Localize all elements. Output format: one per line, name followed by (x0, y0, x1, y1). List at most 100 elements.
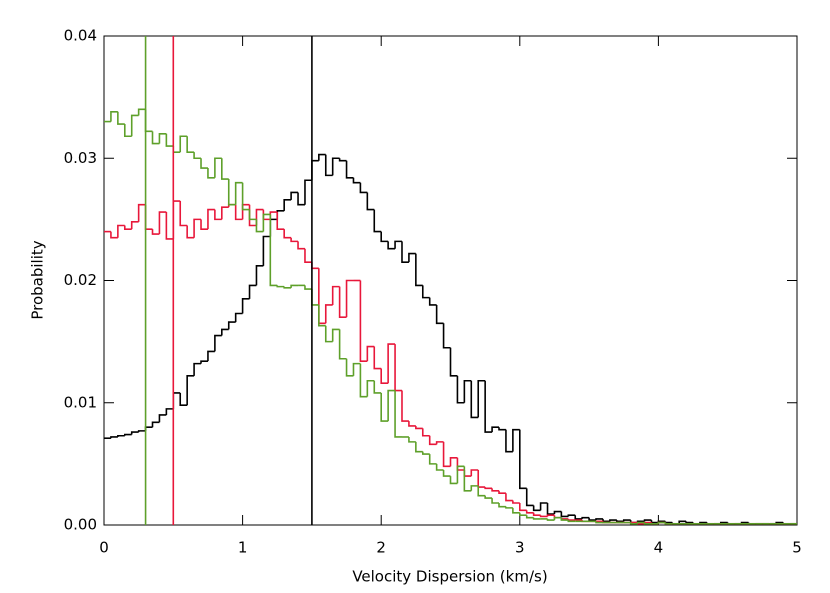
x-tick-label: 1 (238, 539, 248, 557)
histogram-step (331, 285, 340, 305)
histogram-step (234, 312, 243, 323)
histogram-step (311, 159, 319, 181)
histogram-step (685, 521, 694, 524)
histogram-step (498, 502, 506, 508)
histogram-step (318, 153, 326, 161)
histogram-step (179, 135, 188, 153)
histogram-step (456, 457, 465, 471)
histogram-step (304, 285, 312, 290)
histogram-step (193, 218, 202, 238)
histogram-step (657, 521, 666, 524)
histogram-step (144, 109, 153, 133)
histogram-step (290, 284, 299, 288)
histogram-step (234, 204, 243, 221)
histogram-step (421, 428, 430, 437)
histogram-step (539, 502, 548, 511)
histogram-step (512, 507, 520, 514)
histogram-step (449, 456, 458, 467)
histogram-step (269, 218, 278, 237)
histogram-step (221, 328, 229, 336)
histogram-step (338, 329, 347, 360)
histogram-step (560, 517, 569, 520)
histogram-step (532, 517, 541, 520)
y-tick-label: 0.01 (64, 393, 97, 411)
histogram-step (401, 390, 409, 422)
histogram-step (387, 389, 396, 422)
histogram-step (595, 521, 603, 524)
histogram-step (241, 298, 250, 314)
histogram-step (428, 435, 437, 446)
histogram-step (477, 379, 486, 418)
histogram-step (380, 392, 389, 422)
histogram-step (276, 212, 285, 230)
histogram-step (144, 426, 153, 431)
histogram-step (207, 350, 215, 362)
histogram-step (602, 518, 610, 523)
histogram-step (318, 304, 326, 327)
histogram-step (519, 512, 527, 517)
histogram-step (546, 518, 555, 521)
histogram-step (408, 252, 416, 263)
histogram-step (117, 434, 125, 437)
histogram-step (442, 323, 451, 349)
histogram-step (505, 493, 513, 502)
histogram-step (130, 221, 139, 230)
histogram-step (123, 433, 132, 436)
histogram-step (581, 516, 590, 519)
histogram-step (158, 414, 167, 423)
histogram-step (456, 465, 465, 484)
histogram-step (442, 441, 451, 468)
histogram-step (366, 379, 375, 397)
histogram-step (366, 345, 375, 362)
histogram-step (290, 191, 299, 200)
histogram-step (144, 204, 153, 230)
histogram-step (484, 495, 493, 499)
histogram-step (200, 219, 208, 230)
histogram-step (172, 146, 181, 153)
histogram-step (574, 515, 583, 520)
histogram-step (415, 425, 423, 430)
histogram-step (560, 517, 569, 521)
histogram-step (532, 512, 541, 517)
histogram-step (408, 436, 416, 443)
histogram-step (117, 224, 125, 238)
histogram-step (498, 490, 506, 495)
histogram-step (283, 199, 292, 211)
histogram-step (387, 343, 396, 384)
histogram-step (491, 426, 500, 433)
plot-frame (103, 35, 798, 526)
histogram-step (470, 380, 479, 419)
histogram-step (227, 321, 236, 330)
histogram-step (276, 285, 285, 288)
histogram-step (394, 240, 402, 249)
histogram-step (463, 469, 472, 477)
histogram-step (525, 510, 534, 514)
histogram-step (137, 430, 146, 433)
y-tick-label: 0.03 (64, 149, 97, 167)
histogram-step (387, 241, 396, 250)
histogram-step (456, 375, 465, 404)
histogram-step (283, 286, 292, 289)
histogram-step (207, 208, 215, 230)
histogram-step (373, 380, 382, 394)
histogram-step (567, 518, 576, 521)
histogram-step (110, 436, 118, 439)
histogram-step (366, 192, 375, 211)
histogram-step (200, 360, 208, 364)
histogram-step (643, 519, 652, 522)
histogram-step (255, 208, 264, 226)
histogram-step (137, 108, 146, 116)
histogram-step (255, 265, 264, 286)
histogram-step (172, 392, 181, 409)
histogram-step (484, 380, 493, 433)
histogram-step (567, 520, 576, 523)
histogram-step (186, 136, 195, 153)
histogram-step (269, 211, 278, 220)
histogram-step (214, 157, 222, 178)
histogram-step (512, 428, 520, 452)
histogram-step (255, 219, 264, 233)
x-tick-label: 5 (792, 539, 802, 557)
histogram-step (165, 212, 174, 240)
histogram-step (650, 520, 659, 524)
